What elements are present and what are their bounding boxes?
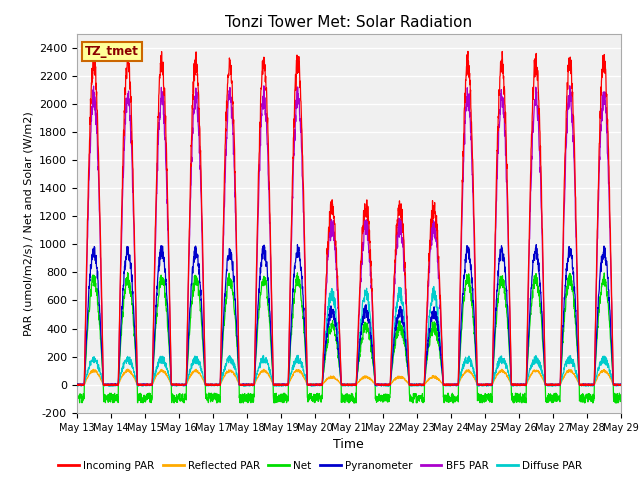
X-axis label: Time: Time [333,438,364,451]
Text: TZ_tmet: TZ_tmet [85,45,139,58]
Title: Tonzi Tower Met: Solar Radiation: Tonzi Tower Met: Solar Radiation [225,15,472,30]
Legend: Incoming PAR, Reflected PAR, Net, Pyranometer, BF5 PAR, Diffuse PAR: Incoming PAR, Reflected PAR, Net, Pyrano… [54,456,586,475]
Y-axis label: PAR (umol/m2/s) / Net and Solar (W/m2): PAR (umol/m2/s) / Net and Solar (W/m2) [23,111,33,336]
